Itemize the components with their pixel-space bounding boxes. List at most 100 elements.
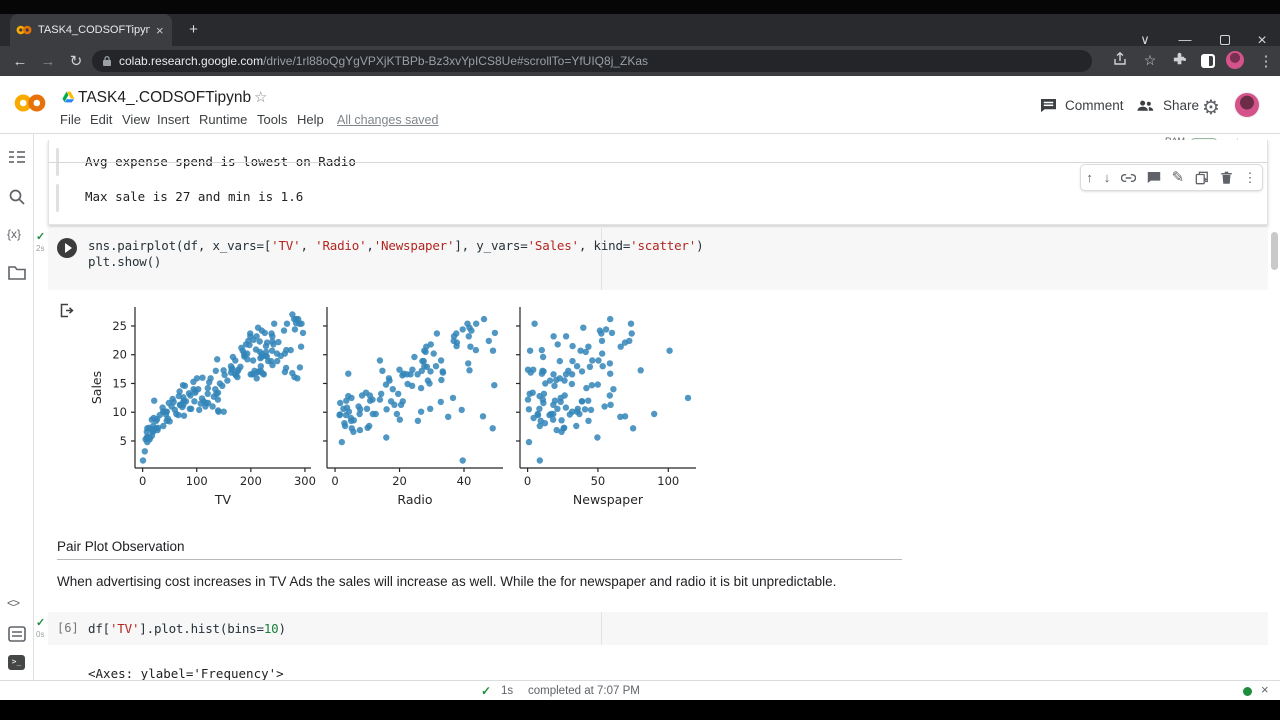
cell-executed-check-icon: ✓ [36, 617, 46, 629]
share-label: Share [1163, 98, 1200, 113]
cell-more-kebab-icon[interactable]: ⋮ [1243, 170, 1257, 185]
reload-icon[interactable]: ↻ [69, 53, 83, 70]
cell-action-toolbar: ↑ ↓ ✎ ⋮ [1080, 164, 1263, 191]
browser-tab-strip: TASK4_CODSOFTipynb - Colabor × + ∨ — × [0, 14, 1280, 49]
code-cell-pairplot[interactable]: sns.pairplot(df, x_vars=['TV', 'Radio','… [48, 228, 1268, 290]
comment-button[interactable]: Comment [1040, 98, 1124, 113]
delete-cell-icon[interactable] [1220, 171, 1233, 185]
back-icon[interactable]: ← [12, 52, 28, 70]
files-folder-icon[interactable] [8, 264, 26, 282]
settings-gear-icon[interactable]: ⚙ [1202, 97, 1220, 119]
run-cell-button[interactable] [57, 238, 77, 258]
window-bottom-bar [0, 700, 1280, 720]
svg-text:0: 0 [524, 474, 531, 488]
observation-paragraph: When advertising cost increases in TV Ad… [57, 574, 837, 589]
svg-text:40: 40 [457, 474, 472, 488]
svg-text:100: 100 [186, 474, 208, 488]
editor-column-ruler [601, 228, 602, 290]
move-cell-down-icon[interactable]: ↓ [1103, 170, 1111, 185]
favorite-star-icon[interactable]: ☆ [254, 89, 268, 106]
cell-top-border [48, 162, 1268, 163]
execution-count: [6] [57, 621, 79, 635]
svg-text:20: 20 [112, 348, 127, 362]
svg-text:20: 20 [392, 474, 407, 488]
status-close-icon[interactable]: × [1261, 682, 1269, 697]
variables-icon[interactable]: {x} [7, 227, 22, 241]
svg-text:100: 100 [657, 474, 679, 488]
editor-column-ruler [601, 612, 602, 645]
tab-title: TASK4_CODSOFTipynb - Colabor [38, 24, 150, 36]
code-cell-hist[interactable]: [6] df['TV'].plot.hist(bins=10) [48, 612, 1268, 645]
all-changes-saved-label: All changes saved [337, 113, 439, 127]
svg-text:Newspaper: Newspaper [573, 492, 644, 507]
status-duration: 1s [501, 685, 514, 697]
colab-logo [14, 94, 46, 112]
terminal-icon[interactable]: >_ [8, 655, 25, 670]
code-snippets-icon[interactable]: <> [7, 596, 20, 610]
svg-text:5: 5 [120, 434, 127, 448]
search-icon[interactable] [8, 188, 26, 206]
account-avatar[interactable] [1234, 92, 1260, 118]
code-line: df['TV'].plot.hist(bins=10) [88, 621, 286, 636]
tab-search-icon[interactable]: ∨ [1140, 32, 1150, 47]
menu-runtime[interactable]: Runtime [199, 112, 248, 127]
bookmark-star-icon[interactable]: ☆ [1143, 52, 1157, 68]
menu-file[interactable]: File [60, 112, 81, 127]
menu-edit[interactable]: Edit [90, 112, 113, 127]
output-popout-icon[interactable] [60, 303, 75, 318]
execution-status-bar: ✓ 1s completed at 7:07 PM × [0, 680, 1280, 700]
cell-exec-time: 0s [36, 630, 45, 639]
forward-icon[interactable]: → [40, 52, 56, 70]
header-divider [0, 133, 1280, 134]
move-cell-up-icon[interactable]: ↑ [1086, 170, 1093, 185]
svg-text:50: 50 [591, 474, 606, 488]
minimize-icon[interactable]: — [1178, 32, 1192, 47]
url-path: /drive/1rl88oQgYgVPXjKTBPb-Bz3xvYpICS8Ue… [263, 54, 649, 68]
comment-label: Comment [1065, 98, 1124, 113]
svg-text:0: 0 [139, 474, 146, 488]
heading-rule [57, 559, 902, 560]
browser-avatar[interactable] [1226, 51, 1244, 69]
maximize-icon[interactable] [1220, 35, 1230, 45]
notebook-scrollbar[interactable] [1271, 232, 1278, 270]
cell-executed-check-icon: ✓ [36, 231, 46, 243]
menu-help[interactable]: Help [297, 112, 324, 127]
new-tab-button[interactable]: + [189, 21, 198, 38]
link-cell-icon[interactable] [1120, 173, 1136, 183]
tab-close-icon[interactable]: × [156, 22, 164, 38]
output-marker [56, 184, 59, 212]
svg-text:TV: TV [214, 492, 232, 507]
browser-tab[interactable]: TASK4_CODSOFTipynb - Colabor × [10, 14, 172, 46]
share-page-icon[interactable] [1112, 51, 1128, 67]
svg-text:15: 15 [112, 376, 127, 390]
share-button[interactable]: Share [1136, 98, 1199, 113]
pairplot-tv-panel: 0 100 200 300 5 10 15 20 25 TV Sales [89, 307, 316, 507]
menu-tools[interactable]: Tools [257, 112, 288, 127]
colab-app: TASK4_.CODSOFTipynb ☆ File Edit View Ins… [0, 76, 1280, 700]
command-palette-icon[interactable] [8, 625, 26, 643]
code-line: plt.show() [88, 254, 162, 269]
edit-cell-icon[interactable]: ✎ [1171, 169, 1185, 186]
url-bar[interactable]: colab.research.google.com/drive/1rl88oQg… [92, 50, 1092, 72]
svg-text:Radio: Radio [397, 492, 432, 507]
url-text: colab.research.google.com/drive/1rl88oQg… [119, 54, 648, 68]
code-line: sns.pairplot(df, x_vars=['TV', 'Radio','… [88, 238, 704, 253]
menu-view[interactable]: View [122, 112, 150, 127]
table-of-contents-icon[interactable] [8, 148, 26, 166]
comment-cell-icon[interactable] [1147, 171, 1161, 184]
copy-cell-icon[interactable] [1195, 171, 1209, 185]
previous-cell-output-card [48, 140, 1268, 225]
comment-icon [1041, 98, 1056, 113]
connection-dot [1243, 687, 1252, 696]
browser-menu-kebab-icon[interactable]: ⋮ [1258, 53, 1274, 70]
notebook-title[interactable]: TASK4_.CODSOFTipynb [78, 89, 252, 106]
extensions-puzzle-icon[interactable] [1172, 52, 1187, 67]
svg-text:Sales: Sales [89, 371, 104, 404]
status-message: completed at 7:07 PM [528, 685, 640, 697]
stdout-line: Avg expense spend is lowest on Radio [85, 154, 356, 169]
status-check-icon: ✓ [481, 684, 492, 698]
menu-insert[interactable]: Insert [157, 112, 190, 127]
side-panel-icon[interactable] [1201, 54, 1215, 68]
window-close-icon[interactable]: × [1257, 32, 1267, 49]
window-top-bar [0, 0, 1280, 14]
